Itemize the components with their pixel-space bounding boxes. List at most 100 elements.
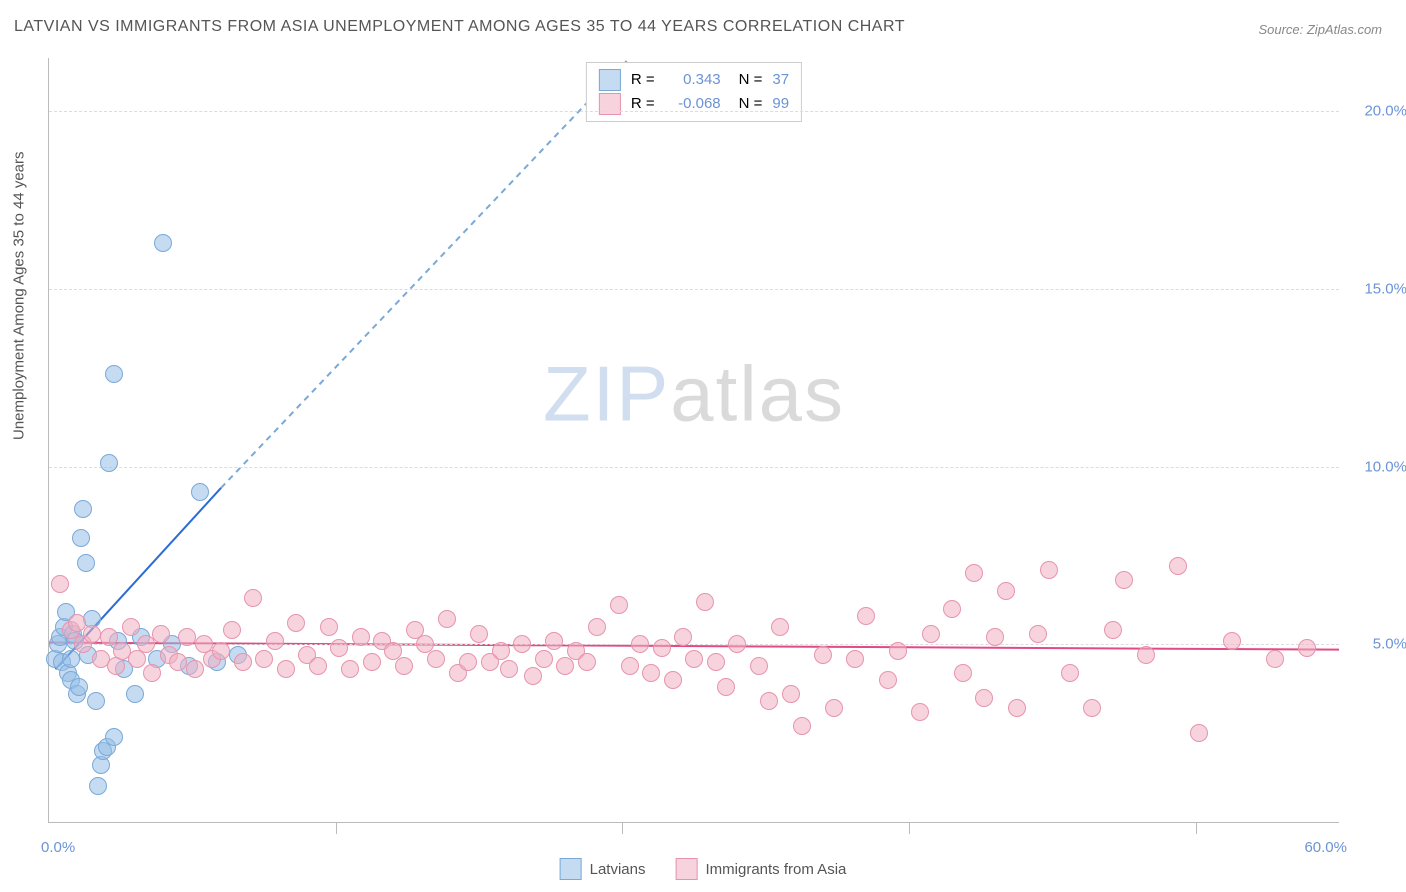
point-immigrants [825, 699, 843, 717]
point-immigrants [535, 650, 553, 668]
point-immigrants [578, 653, 596, 671]
point-immigrants [352, 628, 370, 646]
x-max-label: 60.0% [1304, 839, 1347, 856]
point-immigrants [760, 692, 778, 710]
point-immigrants [610, 596, 628, 614]
ytick-label: 15.0% [1364, 280, 1406, 297]
point-latvians [74, 500, 92, 518]
ytick-label: 5.0% [1373, 636, 1406, 653]
point-immigrants [696, 593, 714, 611]
point-immigrants [1190, 724, 1208, 742]
legend-n-value-immigrants: 99 [772, 92, 789, 116]
legend-n-prefix: N = [739, 92, 763, 116]
point-immigrants [1169, 557, 1187, 575]
point-latvians [191, 483, 209, 501]
point-immigrants [728, 635, 746, 653]
point-immigrants [1083, 699, 1101, 717]
legend-row-immigrants: R = -0.068 N = 99 [599, 92, 789, 116]
point-immigrants [395, 657, 413, 675]
watermark-atlas: atlas [670, 350, 845, 438]
point-latvians [105, 728, 123, 746]
legend-r-prefix: R = [631, 92, 655, 116]
xtick [1196, 822, 1197, 834]
xtick [909, 822, 910, 834]
point-immigrants [889, 642, 907, 660]
swatch-immigrants-bottom [676, 858, 698, 880]
point-latvians [100, 454, 118, 472]
correlation-legend: R = 0.343 N = 37 R = -0.068 N = 99 [586, 62, 802, 122]
point-immigrants [143, 664, 161, 682]
point-immigrants [1223, 632, 1241, 650]
point-immigrants [1029, 625, 1047, 643]
point-immigrants [122, 618, 140, 636]
point-immigrants [500, 660, 518, 678]
point-latvians [72, 529, 90, 547]
point-immigrants [846, 650, 864, 668]
point-immigrants [1137, 646, 1155, 664]
point-immigrants [363, 653, 381, 671]
point-immigrants [234, 653, 252, 671]
point-immigrants [975, 689, 993, 707]
point-latvians [62, 650, 80, 668]
point-immigrants [223, 621, 241, 639]
point-immigrants [186, 660, 204, 678]
point-immigrants [986, 628, 1004, 646]
point-latvians [77, 554, 95, 572]
point-immigrants [513, 635, 531, 653]
point-immigrants [212, 642, 230, 660]
point-immigrants [277, 660, 295, 678]
point-immigrants [545, 632, 563, 650]
point-immigrants [621, 657, 639, 675]
legend-item-immigrants: Immigrants from Asia [676, 858, 847, 880]
chart-svg-layer [49, 58, 1339, 822]
series-legend: Latvians Immigrants from Asia [560, 858, 847, 880]
watermark: ZIPatlas [543, 349, 845, 440]
point-immigrants [631, 635, 649, 653]
ytick-label: 20.0% [1364, 103, 1406, 120]
point-immigrants [1104, 621, 1122, 639]
point-immigrants [255, 650, 273, 668]
point-immigrants [1266, 650, 1284, 668]
xtick [336, 822, 337, 834]
point-immigrants [244, 589, 262, 607]
legend-r-value-immigrants: -0.068 [665, 92, 721, 116]
x-origin-label: 0.0% [41, 839, 75, 856]
ytick-label: 10.0% [1364, 458, 1406, 475]
point-immigrants [943, 600, 961, 618]
point-latvians [89, 777, 107, 795]
legend-n-prefix: N = [739, 68, 763, 92]
point-immigrants [674, 628, 692, 646]
point-immigrants [470, 625, 488, 643]
point-immigrants [857, 607, 875, 625]
point-latvians [87, 692, 105, 710]
point-immigrants [782, 685, 800, 703]
point-immigrants [922, 625, 940, 643]
point-immigrants [178, 628, 196, 646]
point-immigrants [266, 632, 284, 650]
point-immigrants [51, 575, 69, 593]
point-immigrants [707, 653, 725, 671]
point-immigrants [653, 639, 671, 657]
point-immigrants [459, 653, 477, 671]
legend-n-value-latvians: 37 [772, 68, 789, 92]
point-immigrants [717, 678, 735, 696]
xtick [622, 822, 623, 834]
swatch-latvians-bottom [560, 858, 582, 880]
legend-label-immigrants: Immigrants from Asia [706, 861, 847, 878]
point-immigrants [438, 610, 456, 628]
source-attribution: Source: ZipAtlas.com [1258, 22, 1382, 37]
legend-item-latvians: Latvians [560, 858, 646, 880]
legend-r-value-latvians: 0.343 [665, 68, 721, 92]
point-latvians [126, 685, 144, 703]
point-latvians [105, 365, 123, 383]
point-immigrants [771, 618, 789, 636]
point-immigrants [750, 657, 768, 675]
point-immigrants [152, 625, 170, 643]
gridline [49, 289, 1339, 290]
legend-r-prefix: R = [631, 68, 655, 92]
point-immigrants [309, 657, 327, 675]
y-axis-label: Unemployment Among Ages 35 to 44 years [11, 151, 28, 440]
point-immigrants [954, 664, 972, 682]
point-immigrants [524, 667, 542, 685]
point-immigrants [341, 660, 359, 678]
